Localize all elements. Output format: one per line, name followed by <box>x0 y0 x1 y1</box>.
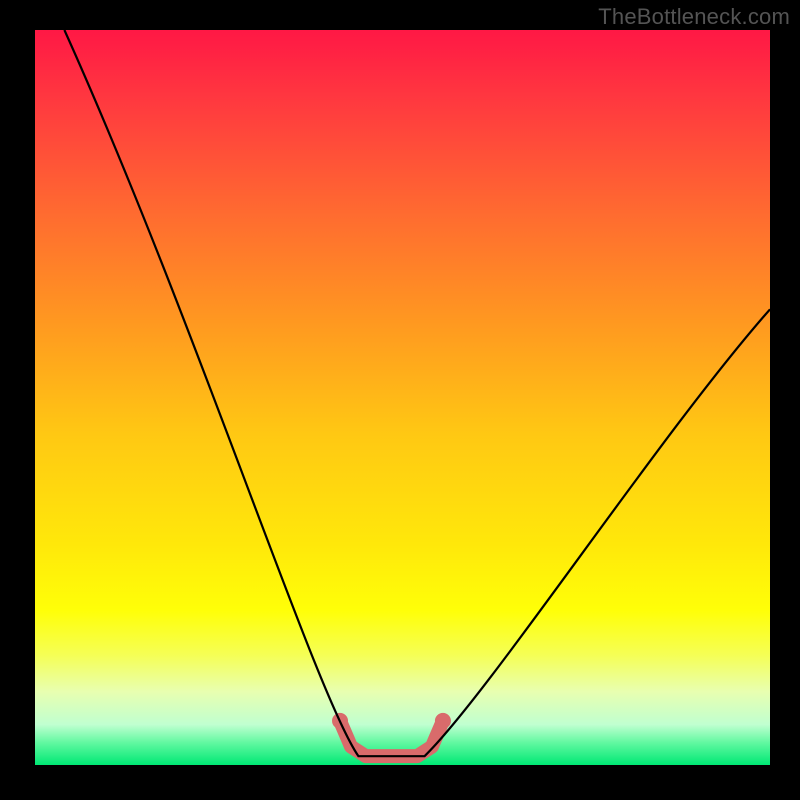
plot-area <box>35 30 770 765</box>
chart-container: TheBottleneck.com <box>0 0 800 800</box>
chart-svg <box>35 30 770 765</box>
watermark-label: TheBottleneck.com <box>598 4 790 30</box>
